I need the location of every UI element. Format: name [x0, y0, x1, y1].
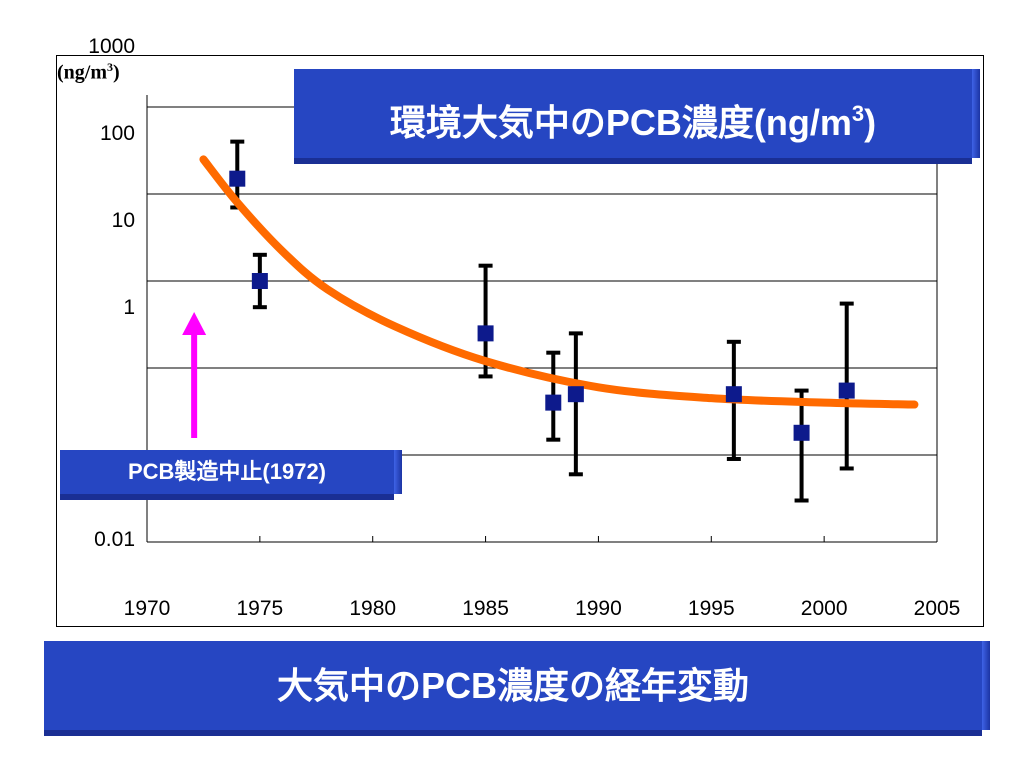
data-point	[477, 325, 494, 342]
chart-frame	[56, 55, 984, 627]
trend-curve	[199, 155, 919, 409]
y-tick-label: 0.01	[94, 528, 135, 551]
x-tick-label: 1975	[236, 597, 284, 620]
y-tick-label: 10	[111, 209, 135, 232]
data-point	[838, 382, 855, 399]
x-tick-label: 2005	[913, 597, 961, 620]
x-tick-label: 2000	[800, 597, 848, 620]
caption: 大気中のPCB濃度の経年変動	[276, 665, 749, 706]
chart-title-superscript: 3	[851, 101, 865, 126]
x-tick-label: 1995	[687, 597, 735, 620]
trend-line	[199, 155, 919, 409]
stop-label: PCB製造中止(1972)	[127, 459, 327, 484]
x-tick-label: 1980	[349, 597, 397, 620]
axes	[146, 95, 938, 543]
data-point	[793, 424, 810, 441]
y-tick-label: 1000	[88, 35, 135, 58]
stop-arrow-head	[182, 312, 207, 335]
data-points	[229, 170, 855, 441]
chart-title-suffix: )	[864, 102, 877, 143]
data-point	[545, 394, 562, 411]
y-axis-unit-label: (ng/m3)	[57, 60, 120, 84]
x-tick-label: 1970	[123, 597, 171, 620]
data-point	[567, 386, 584, 403]
data-point	[251, 273, 268, 289]
data-point	[229, 170, 246, 187]
caption-banner: 大気中のPCB濃度の経年変動	[44, 641, 990, 736]
y-tick-label: 1	[123, 296, 135, 319]
data-point	[725, 386, 742, 403]
stop-label-banner: PCB製造中止(1972)	[60, 450, 402, 500]
x-tick-label: 1985	[462, 597, 509, 620]
x-tick-label: 1990	[575, 597, 622, 620]
stop-arrow	[182, 312, 207, 438]
error-bars	[230, 139, 854, 503]
chart-title-banner: 環境大気中のPCB濃度(ng/m3)	[294, 69, 980, 164]
y-tick-label: 100	[99, 122, 135, 145]
chart-title: 環境大気中のPCB濃度(ng/m	[389, 102, 852, 143]
